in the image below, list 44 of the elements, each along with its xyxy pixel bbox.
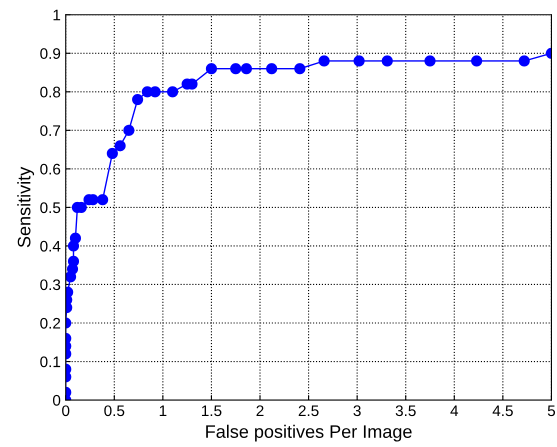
point <box>132 94 144 106</box>
point <box>230 63 242 74</box>
x-tick-label: 0 <box>62 405 70 416</box>
point <box>150 86 161 98</box>
y-tick-label: 0.5 <box>40 202 60 214</box>
y-tick-label: 0.4 <box>40 240 60 252</box>
y-tick-label: 0.3 <box>40 279 60 290</box>
point <box>106 148 118 160</box>
point <box>318 55 330 67</box>
point <box>471 55 482 67</box>
x-tick-label: 0.5 <box>104 405 124 416</box>
y-tick-label: 0 <box>52 394 60 406</box>
x-tick-label: 4.5 <box>492 405 513 416</box>
point <box>518 55 530 67</box>
point <box>382 55 393 67</box>
point <box>240 63 252 74</box>
point <box>167 86 178 98</box>
point <box>114 140 126 152</box>
x-tick-label: 3 <box>353 405 361 416</box>
point <box>68 256 80 267</box>
point <box>354 55 365 67</box>
x-tick-label: 4 <box>450 405 458 416</box>
y-tick-label: 0.1 <box>40 356 60 368</box>
y-tick-label: 0.8 <box>40 86 60 98</box>
y-tick-label: 0.6 <box>40 164 60 175</box>
y-tick-label: 0.2 <box>40 318 60 329</box>
y-tick-label: 0.9 <box>40 48 60 59</box>
x-tick-label: 2.5 <box>298 405 319 416</box>
y-axis-title: Sensitivity <box>17 166 34 248</box>
x-tick-label: 1 <box>160 405 166 416</box>
point <box>294 63 306 74</box>
point <box>97 194 108 206</box>
x-tick-label: 2 <box>256 405 264 416</box>
point <box>123 124 134 136</box>
x-tick-label: 1.5 <box>202 405 222 416</box>
point <box>206 63 217 74</box>
x-tick-label: 5 <box>548 405 556 416</box>
x-axis-title: False positives Per Image <box>206 424 412 442</box>
y-tick-label: 1 <box>54 10 60 20</box>
point <box>70 232 81 244</box>
y-tick-label: 0.7 <box>40 125 60 136</box>
point <box>266 63 278 74</box>
point <box>424 55 436 67</box>
x-tick-label: 3.5 <box>396 405 416 416</box>
